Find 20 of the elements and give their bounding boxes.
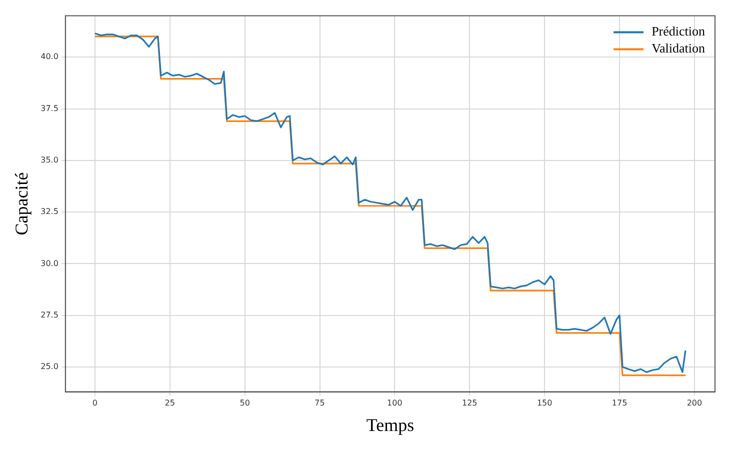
x-tick-label: 75 [314, 398, 325, 408]
x-tick-label: 100 [387, 398, 402, 408]
x-tick-label: 200 [686, 398, 702, 408]
y-tick-label: 30.0 [40, 258, 58, 268]
x-tick-label: 175 [612, 398, 628, 408]
x-axis-title: Temps [366, 414, 414, 435]
x-tick-label: 0 [92, 398, 98, 408]
x-tick-label: 50 [240, 398, 250, 408]
y-tick-label: 27.5 [40, 310, 58, 320]
y-tick-label: 25.0 [40, 362, 58, 372]
legend-label: Validation [652, 40, 706, 56]
y-axis-title: Capacité [12, 172, 32, 236]
y-tick-label: 32.5 [40, 207, 58, 216]
y-tick-label: 35.0 [40, 155, 58, 164]
x-tick-label: 125 [462, 398, 478, 408]
y-tick-label: 40.0 [40, 52, 58, 62]
y-tick-label: 37.5 [40, 104, 58, 113]
x-tick-label: 150 [536, 398, 552, 408]
legend-label: Prédiction [652, 24, 706, 39]
x-tick-label: 25 [164, 398, 175, 408]
